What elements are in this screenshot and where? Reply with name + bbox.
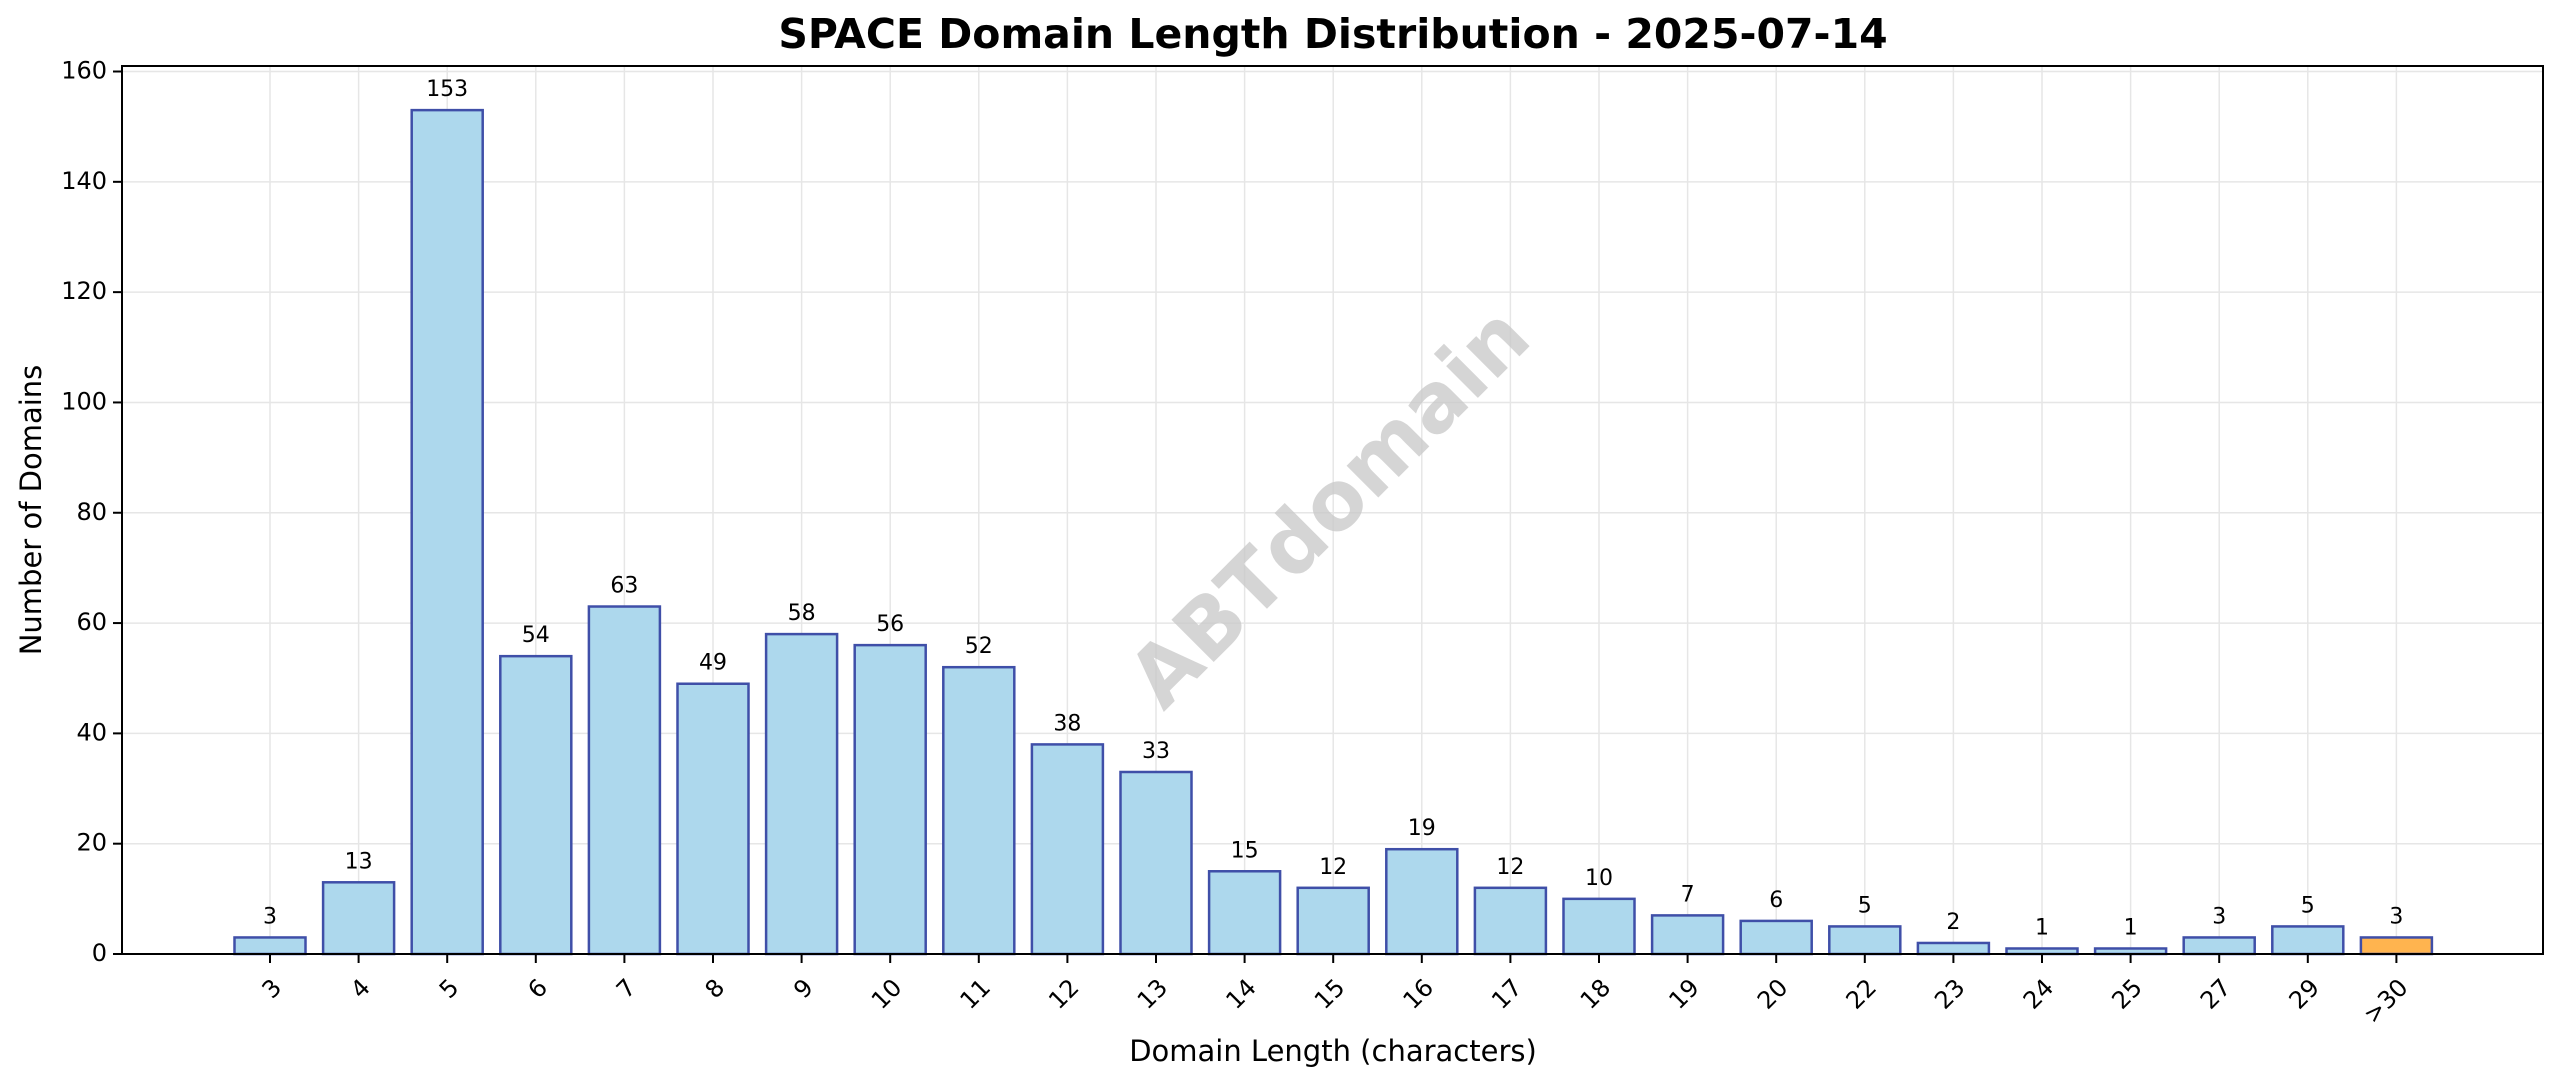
- y-axis-ticks: 0 20 40 60 80 100 120 140 160: [61, 57, 122, 967]
- bar-17[interactable]: [1473, 886, 1548, 956]
- x-tick-label: 25: [2106, 973, 2147, 1014]
- x-tick-label: 12: [1043, 973, 1084, 1014]
- bar-gt30[interactable]: [2359, 936, 2434, 956]
- data-label: 3: [263, 904, 277, 929]
- watermark-text: ABTdomain: [1111, 289, 1549, 727]
- data-label: 12: [1496, 855, 1524, 880]
- plot-frame: [121, 65, 2544, 955]
- x-tick-label: 10: [866, 973, 907, 1014]
- x-tick-label: 4: [345, 973, 376, 1004]
- data-label: 38: [1053, 711, 1081, 736]
- x-tick-label: 8: [700, 973, 731, 1004]
- bar-14[interactable]: [1207, 870, 1282, 956]
- x-tick-label: 20: [1752, 973, 1793, 1014]
- x-axis-ticks: 3 4 5 6 7 8 9 10 11 12 13 14 15 16 17 18 19 20 22 23 24 25 27 2…: [257, 954, 2414, 1029]
- bar-10[interactable]: [853, 643, 927, 956]
- bar-19[interactable]: [1650, 914, 1725, 956]
- x-tick-label: 7: [611, 973, 642, 1004]
- x-tick-label: 24: [2018, 973, 2059, 1014]
- bar-3[interactable]: [233, 936, 307, 956]
- data-label: 1: [2035, 915, 2049, 940]
- y-tick-label: 120: [61, 277, 107, 305]
- y-tick-label: 20: [76, 829, 107, 857]
- x-tick-label: >30: [2358, 973, 2414, 1029]
- y-tick-label: 40: [76, 718, 107, 746]
- data-label: 3: [2212, 904, 2226, 929]
- bar-6[interactable]: [499, 654, 573, 956]
- y-tick-label: 140: [61, 167, 107, 195]
- x-tick-label: 14: [1220, 973, 1261, 1014]
- y-tick-label: 160: [61, 57, 107, 85]
- data-label: 10: [1585, 866, 1613, 891]
- bar-18[interactable]: [1562, 897, 1636, 956]
- y-tick-label: 80: [76, 498, 107, 526]
- x-tick-label: 9: [788, 973, 819, 1004]
- bar-20[interactable]: [1739, 919, 1813, 956]
- data-label: 63: [610, 574, 638, 599]
- y-tick-label: 60: [76, 608, 107, 636]
- chart-title: SPACE Domain Length Distribution - 2025-…: [778, 10, 1887, 58]
- bar-29[interactable]: [2271, 925, 2345, 956]
- x-tick-label: 5: [434, 973, 465, 1004]
- data-label: 49: [699, 651, 727, 676]
- data-label: 7: [1681, 882, 1695, 907]
- x-tick-label: 22: [1841, 973, 1882, 1014]
- data-label: 15: [1231, 838, 1259, 863]
- data-label: 56: [876, 612, 904, 637]
- y-tick-label: 100: [61, 387, 107, 415]
- bars: [233, 108, 2434, 956]
- data-label: 153: [426, 77, 468, 102]
- bar-8[interactable]: [676, 682, 750, 956]
- data-label: 58: [788, 601, 816, 626]
- bar-22[interactable]: [1828, 925, 1902, 956]
- x-tick-label: 17: [1486, 973, 1527, 1014]
- bar-27[interactable]: [2182, 936, 2256, 956]
- data-label: 1: [2124, 915, 2138, 940]
- x-tick-label: 23: [1929, 973, 1970, 1014]
- data-label: 33: [1142, 739, 1170, 764]
- bar-13[interactable]: [1119, 770, 1193, 956]
- bar-15[interactable]: [1296, 886, 1370, 956]
- bar-4[interactable]: [321, 881, 396, 956]
- bar-11[interactable]: [942, 665, 1016, 956]
- x-tick-label: 16: [1398, 973, 1439, 1014]
- data-label: 2: [1946, 910, 1960, 935]
- bar-16[interactable]: [1385, 847, 1459, 956]
- data-label: 13: [345, 849, 373, 874]
- x-tick-label: 29: [2284, 973, 2325, 1014]
- x-tick-label: 27: [2195, 973, 2236, 1014]
- data-label: 3: [2389, 904, 2403, 929]
- y-axis-label: Number of Domains: [14, 365, 48, 656]
- x-tick-label: 6: [522, 973, 553, 1004]
- x-tick-label: 3: [257, 973, 288, 1004]
- data-label: 12: [1319, 855, 1347, 880]
- bar-23[interactable]: [1916, 941, 1991, 956]
- x-axis-label: Domain Length (characters): [1129, 1034, 1537, 1068]
- x-tick-label: 11: [955, 973, 996, 1014]
- bar-9[interactable]: [764, 632, 839, 956]
- data-label: 52: [965, 634, 993, 659]
- data-label: 5: [2301, 893, 2315, 918]
- bar-12[interactable]: [1030, 743, 1105, 956]
- x-tick-label: 19: [1663, 973, 1704, 1014]
- data-label: 19: [1408, 816, 1436, 841]
- y-tick-label: 0: [92, 939, 107, 967]
- data-label: 54: [522, 623, 550, 648]
- data-label: 6: [1769, 888, 1783, 913]
- x-tick-label: 18: [1575, 973, 1616, 1014]
- x-tick-label: 13: [1132, 973, 1173, 1014]
- data-label: 5: [1858, 893, 1872, 918]
- x-tick-label: 15: [1309, 973, 1350, 1014]
- bar-7[interactable]: [587, 605, 662, 956]
- bar-5[interactable]: [410, 108, 484, 956]
